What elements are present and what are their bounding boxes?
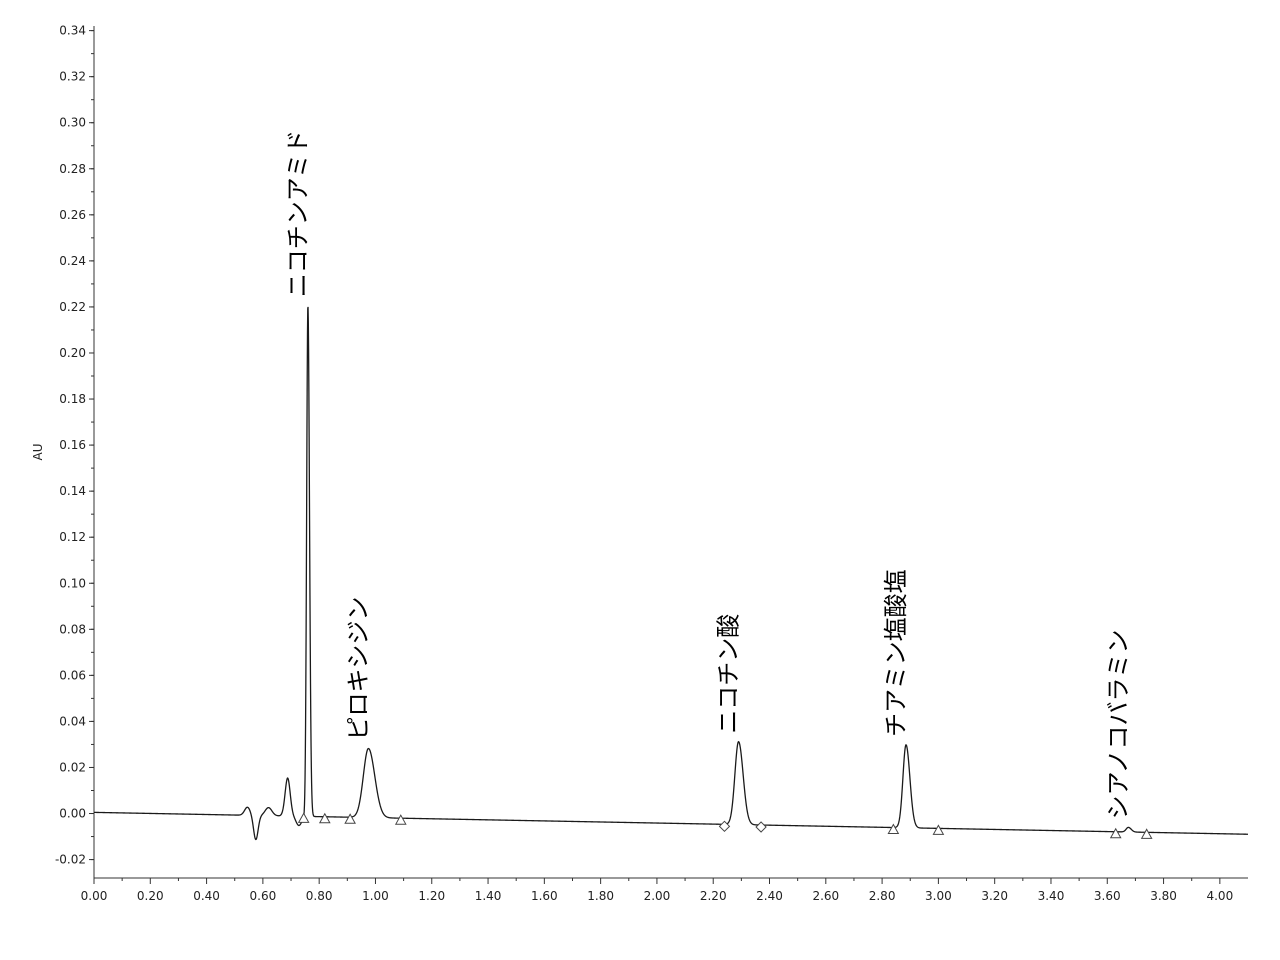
x-tick-label: 3.60	[1094, 889, 1121, 903]
x-tick-label: 1.00	[362, 889, 389, 903]
peak-marker-triangle	[394, 814, 407, 825]
x-tick-label: 3.00	[925, 889, 952, 903]
y-tick-label: 0.12	[59, 530, 86, 544]
x-tick-label: 0.20	[137, 889, 164, 903]
ticks: 0.00 0.20 0.40 0.60 0.80 1.00 1.20 1.40 1.60 1.80…	[55, 24, 1233, 903]
trace-layer	[93, 306, 1249, 841]
peak-marker-triangle	[887, 823, 900, 835]
y-tick-label: 0.24	[59, 254, 86, 268]
x-tick-label: 0.00	[81, 889, 108, 903]
x-tick-label: 0.80	[306, 889, 333, 903]
x-tick-label: 1.20	[418, 889, 445, 903]
y-tick-label: 0.00	[59, 807, 86, 821]
peak-label: ニコチンアミド	[284, 130, 312, 298]
x-tick-label: 2.00	[644, 889, 671, 903]
y-tick-label: 0.16	[59, 438, 86, 452]
peak-marker-triangle	[297, 812, 310, 823]
peak-label: ニコチン酸	[715, 614, 743, 734]
peak-marker-triangle	[932, 824, 945, 835]
y-tick-label: 0.02	[59, 760, 86, 774]
plot-area	[94, 26, 1248, 878]
peak-marker-triangle	[318, 812, 331, 824]
peak-marker-triangle	[1140, 828, 1153, 839]
y-tick-label: 0.08	[59, 622, 86, 636]
x-tick-label: 1.60	[531, 889, 558, 903]
x-tick-label: 3.20	[981, 889, 1008, 903]
y-tick-label: 0.10	[59, 576, 86, 590]
y-axis-label: AU	[31, 444, 45, 461]
chromatogram-trace	[93, 306, 1249, 841]
x-tick-label: 0.40	[193, 889, 220, 903]
y-tick-label: 0.32	[59, 70, 86, 84]
x-tick-label: 3.80	[1150, 889, 1177, 903]
y-tick-label: -0.02	[55, 853, 86, 867]
x-tick-label: 1.40	[475, 889, 502, 903]
y-tick-label: 0.06	[59, 668, 86, 682]
y-tick-label: 0.26	[59, 208, 86, 222]
peak-marker-triangle	[344, 813, 356, 824]
peak-marker-triangle	[1109, 827, 1122, 839]
x-tick-label: 0.60	[250, 889, 277, 903]
x-tick-label: 2.60	[812, 889, 839, 903]
y-tick-label: 0.22	[59, 300, 86, 314]
x-tick-label: 3.40	[1038, 889, 1065, 903]
peak-markers	[297, 812, 1153, 839]
peak-label: シアノコバラミン	[1104, 630, 1132, 820]
y-tick-label: 0.18	[59, 392, 86, 406]
x-tick-label: 4.00	[1206, 889, 1233, 903]
peak-marker-diamond	[718, 820, 731, 833]
y-tick-label: 0.04	[59, 714, 86, 728]
y-tick-label: 0.28	[59, 162, 86, 176]
y-tick-label: 0.14	[59, 484, 86, 498]
axes	[93, 26, 1248, 879]
y-tick-label: 0.30	[59, 116, 86, 130]
x-tick-label: 2.40	[756, 889, 783, 903]
y-tick-label: 0.20	[59, 346, 86, 360]
y-tick-label: 0.34	[59, 24, 86, 38]
x-tick-label: 2.80	[869, 889, 896, 903]
peak-label: チアミン塩酸塩	[882, 569, 910, 737]
peak-label: ピロキシジン	[344, 596, 372, 740]
x-tick-label: 2.20	[700, 889, 727, 903]
x-tick-label: 1.80	[587, 889, 614, 903]
peak-marker-diamond	[755, 821, 767, 833]
